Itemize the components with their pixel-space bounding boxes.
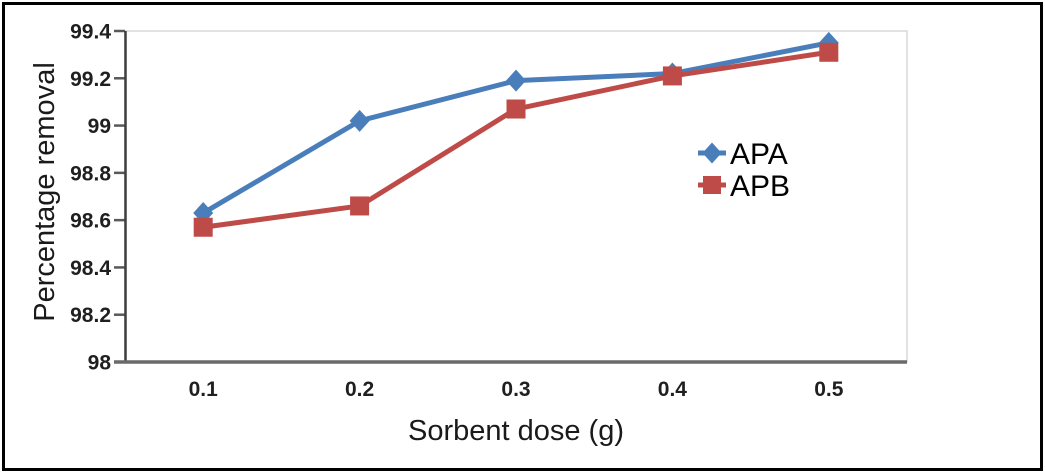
y-tick-label: 98.4: [70, 257, 111, 280]
apa-point-diamond-marker: [506, 69, 526, 92]
apb-point-square-marker: [819, 42, 839, 62]
series-layer: [193, 31, 839, 237]
square-marker-icon: [703, 176, 721, 194]
legend: APA APB: [698, 138, 790, 203]
y-axis-title: Percentage removal: [29, 62, 61, 322]
x-tick-label: 0.3: [501, 378, 530, 401]
apb-point-square-marker: [193, 217, 213, 237]
legend-item-apb: APB: [698, 170, 790, 203]
y-tick-label: 99: [88, 115, 111, 138]
x-tick-label: 0.5: [814, 378, 844, 401]
legend-label-apb: APB: [730, 170, 790, 203]
y-tick-label: 98.8: [70, 162, 111, 185]
x-tick-label: 0.1: [189, 378, 219, 401]
apb-point-square-marker: [506, 99, 526, 119]
y-tick-label: 99.2: [70, 68, 111, 91]
x-tick-label: 0.2: [345, 378, 374, 401]
diamond-marker-icon: [702, 142, 722, 164]
x-axis-title: Sorbent dose (g): [408, 415, 624, 447]
y-tick-label: 98: [88, 352, 112, 375]
x-tick-label: 0.4: [658, 378, 688, 401]
y-axis-group: 98 98.2 98.4 98.6 98.8 99 99.2 99.4: [70, 21, 125, 375]
y-tick-label: 98.2: [70, 304, 111, 327]
apb-point-square-marker: [662, 66, 682, 86]
legend-label-apa: APA: [730, 138, 788, 171]
y-tick-label: 99.4: [70, 21, 111, 44]
apa-point-diamond-marker: [349, 109, 370, 132]
apb-point-square-marker: [350, 196, 370, 216]
x-axis-group: 0.1 0.2 0.3 0.4 0.5: [189, 378, 844, 401]
y-tick-label: 98.6: [70, 210, 111, 233]
legend-item-apa: APA: [698, 138, 788, 171]
